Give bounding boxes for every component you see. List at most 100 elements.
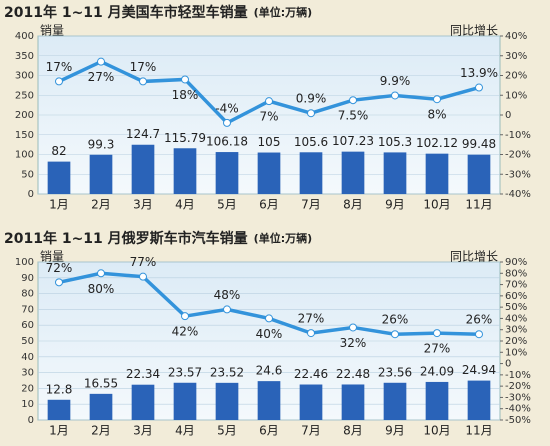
line-point [181, 312, 189, 321]
y-tick-label: 40 [21, 352, 34, 363]
x-tick-label: 3月 [133, 198, 153, 212]
bar-label: 102.12 [416, 136, 458, 150]
bar-label: 22.46 [294, 367, 328, 381]
line-label: 7.5% [338, 109, 369, 123]
line-label: 7% [259, 110, 278, 124]
line-point [223, 118, 231, 127]
y-tick-label: 50 [21, 336, 34, 347]
bar-label: 16.55 [84, 376, 118, 390]
x-tick-label: 8月 [343, 198, 363, 212]
bar-label: 105.3 [378, 135, 412, 149]
x-tick-label: 3月 [133, 424, 153, 438]
y2-axis-label: 同比增长 [450, 250, 498, 264]
bar [383, 152, 407, 194]
bar [131, 144, 155, 194]
x-tick-label: 11月 [465, 424, 492, 438]
y2-tick-label: -40% [505, 189, 531, 200]
y-tick-label: 0 [28, 415, 34, 426]
x-tick-label: 7月 [301, 198, 321, 212]
y-tick-label: 150 [15, 130, 34, 141]
y-tick-label: 80 [21, 289, 34, 300]
line-point [97, 57, 105, 66]
x-tick-label: 2月 [91, 198, 111, 212]
y2-tick-label: 0 [505, 110, 511, 121]
title-text: 2011年 1~11 月俄罗斯车市汽车销量 [4, 230, 248, 247]
bar-label: 22.34 [126, 367, 160, 381]
x-tick-label: 10月 [423, 198, 450, 212]
x-tick-label: 6月 [259, 198, 279, 212]
y2-tick-label: 30% [505, 325, 527, 336]
y2-tick-label: -10% [505, 130, 531, 141]
bar [173, 148, 197, 194]
line-label: 48% [214, 288, 241, 302]
line-point [349, 96, 357, 105]
y-tick-label: 90 [21, 273, 34, 284]
line-point [433, 329, 441, 338]
y2-tick-label: 40% [505, 31, 527, 42]
bar-label: 99.48 [462, 137, 496, 151]
y-tick-label: 350 [15, 51, 34, 62]
y2-tick-label: 10% [505, 347, 527, 358]
subtitle: (单位:万辆) [254, 231, 312, 245]
line-label: 26% [382, 313, 409, 327]
bar-label: 12.8 [46, 382, 73, 396]
bar [299, 152, 323, 194]
bar [341, 151, 365, 194]
bar [425, 381, 449, 420]
line-label: 26% [466, 313, 493, 327]
bar [341, 384, 365, 420]
line-point [139, 77, 147, 86]
bar [47, 399, 71, 420]
bar-label: 107.23 [332, 134, 374, 148]
bar-label: 115.79 [164, 131, 206, 145]
line-label: 72% [46, 261, 73, 275]
line-point [139, 272, 147, 281]
x-tick-label: 6月 [259, 424, 279, 438]
x-tick-label: 11月 [465, 198, 492, 212]
bar [89, 393, 113, 420]
y2-tick-label: 50% [505, 302, 527, 313]
line-label: 13.9% [460, 66, 498, 80]
y-axis-label: 销量 [40, 24, 64, 38]
bar [47, 161, 71, 194]
bar-label: 105.6 [294, 135, 328, 149]
line-point [265, 314, 273, 323]
line-point [391, 91, 399, 100]
line-point [475, 330, 483, 339]
line-point [433, 95, 441, 104]
y2-tick-label: -40% [505, 404, 531, 415]
x-tick-label: 9月 [385, 198, 405, 212]
bar-label: 24.94 [462, 363, 496, 377]
x-tick-label: 1月 [49, 198, 69, 212]
y2-tick-label: 90% [505, 257, 527, 268]
line-point [307, 329, 315, 338]
bar-label: 24.6 [256, 364, 283, 378]
bar [467, 380, 491, 420]
line-point [391, 330, 399, 339]
y2-tick-label: -30% [505, 392, 531, 403]
bar [257, 381, 281, 420]
line-label: 40% [256, 327, 283, 341]
y2-tick-label: 30% [505, 51, 527, 62]
bar-label: 24.09 [420, 364, 454, 378]
y2-tick-label: 10% [505, 90, 527, 101]
y2-tick-label: -50% [505, 415, 531, 426]
bar [89, 154, 113, 194]
y2-tick-label: 20% [505, 336, 527, 347]
bar [383, 382, 407, 420]
x-tick-label: 7月 [301, 424, 321, 438]
bar-label: 106.18 [206, 135, 248, 149]
line-point [55, 77, 63, 86]
line-point [97, 269, 105, 278]
y-tick-label: 300 [15, 71, 34, 82]
y-tick-label: 20 [21, 383, 34, 394]
line-label: 9.9% [380, 74, 411, 88]
bar-label: 105 [258, 135, 281, 149]
y2-tick-label: 60% [505, 291, 527, 302]
y2-tick-label: -10% [505, 370, 531, 381]
bar [215, 152, 239, 194]
y-tick-label: 400 [15, 31, 34, 42]
line-label: 32% [340, 336, 367, 350]
bar [131, 384, 155, 420]
x-tick-label: 1月 [49, 424, 69, 438]
